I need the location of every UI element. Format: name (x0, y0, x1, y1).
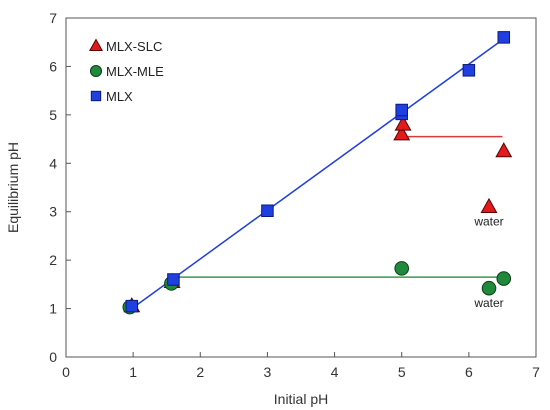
legend-marker-mlx-slc (88, 38, 104, 52)
water-annotation: water (473, 296, 503, 310)
y-tick-label: 2 (49, 252, 57, 268)
y-tick-label: 7 (49, 10, 57, 26)
mlx-slc-point (393, 125, 411, 141)
x-tick-label: 7 (532, 364, 540, 380)
y-tick-label: 0 (49, 349, 57, 365)
plot-frame (65, 17, 537, 358)
mlx-slc-point (495, 142, 513, 158)
y-axis-title: Equilibrium pH (5, 142, 21, 233)
mlx-point (497, 31, 511, 44)
mlx-point (261, 204, 274, 218)
mlx-point (125, 299, 139, 313)
legend-label: MLX-SLC (106, 39, 162, 54)
legend-marker-mlx-mle (89, 64, 103, 78)
legend-label: MLX-MLE (106, 64, 164, 79)
mlx-slc-point (480, 197, 498, 213)
x-tick-label: 4 (331, 364, 339, 380)
legend-label: MLX (106, 89, 133, 104)
x-tick-label: 3 (264, 364, 272, 380)
mlx-point (395, 103, 408, 117)
mlx-point (167, 273, 180, 286)
x-tick-label: 1 (129, 364, 137, 380)
mlx-mle-point (496, 271, 512, 286)
annotations: water water (473, 214, 503, 309)
axes: 0 1 2 3 4 5 6 7 0 1 2 3 4 5 6 7 (49, 10, 540, 380)
y-tick-label: 5 (49, 107, 57, 123)
y-tick-label: 3 (49, 204, 57, 220)
data-points (122, 31, 513, 315)
mlx-mle-point (481, 280, 497, 296)
fit-line (132, 36, 507, 309)
y-tick-label: 6 (49, 58, 57, 74)
x-axis-title: Initial pH (274, 391, 328, 407)
x-tick-label: 6 (465, 364, 473, 380)
y-tick-label: 4 (49, 155, 57, 171)
mlx-mle-point (394, 261, 410, 276)
water-annotation: water (473, 214, 503, 228)
legend-marker-mlx (90, 90, 102, 102)
mlx-point (462, 64, 476, 77)
mlx-slc-point (394, 115, 412, 131)
x-tick-label: 0 (62, 364, 70, 380)
trend-lines (132, 36, 507, 309)
legend: MLX-SLC MLX-MLE MLX (88, 38, 164, 104)
y-tick-label: 1 (49, 301, 57, 317)
x-tick-label: 2 (196, 364, 204, 380)
x-tick-label: 5 (398, 364, 406, 380)
